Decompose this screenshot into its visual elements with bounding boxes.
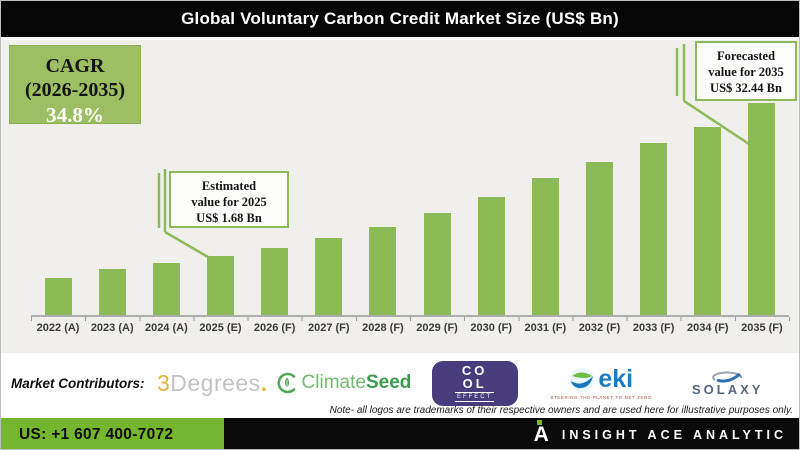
x-axis-label: 2033 (F): [632, 322, 675, 334]
bar-column: [572, 40, 626, 315]
bar-2022: [44, 278, 72, 315]
chart-plot-area: [31, 40, 789, 317]
x-axis-label: 2032 (F): [578, 322, 621, 334]
bar-column: [31, 40, 85, 315]
bar-2026: [261, 248, 289, 315]
bar-2034: [694, 127, 722, 315]
contact-phone: US: +1 607 400-7072: [1, 418, 224, 449]
bar-column: [464, 40, 518, 315]
bar-column: [302, 40, 356, 315]
bar-2031: [531, 178, 559, 315]
x-axis-label: 2031 (F): [524, 322, 567, 334]
3degrees-dot: .: [260, 369, 268, 396]
market-contributors-section: Market Contributors: 3Degrees. ClimateSe…: [1, 353, 799, 418]
climateseed-leaf-icon: [277, 372, 295, 394]
logo-eki: eki STEERING THE PLANET TO NET ZERO: [538, 367, 665, 400]
bar-2024: [152, 263, 180, 315]
bar-column: [627, 40, 681, 315]
bar-column: [735, 40, 789, 315]
logo-climateseed: ClimateSeed: [276, 372, 412, 394]
3degrees-word: Degrees: [170, 369, 261, 396]
x-axis-label: 2026 (F): [253, 322, 296, 334]
bar-column: [681, 40, 735, 315]
eki-wordmark: eki: [598, 365, 634, 393]
insight-ace-logo-icon: A: [533, 420, 549, 446]
eki-globe-icon: [570, 367, 595, 392]
bar-2033: [640, 143, 668, 315]
3degrees-numeral: 3: [156, 369, 171, 396]
estimated-value-callout: Estimated value for 2025 US$ 1.68 Bn: [169, 171, 289, 228]
cagr-period: (2026-2035): [25, 79, 125, 101]
footer-bar: US: +1 607 400-7072 A INSIGHT ACE ANALYT…: [1, 418, 799, 449]
forecasted-value-callout: Forecasted value for 2035 US$ 32.44 Bn: [695, 41, 797, 101]
bar-2029: [423, 213, 451, 315]
x-axis-ticks: [31, 317, 791, 321]
contributors-label: Market Contributors:: [11, 375, 145, 391]
bar-2023: [98, 269, 126, 315]
bar-column: [518, 40, 572, 315]
climateseed-word1: Climate: [301, 372, 366, 393]
cagr-box: CAGR (2026-2035) 34.8%: [9, 45, 141, 127]
bar-2032: [585, 162, 613, 315]
bar-column: [193, 40, 247, 315]
logos-disclaimer-note: Note- all logos are trademarks of their …: [329, 405, 793, 416]
bar-column: [85, 40, 139, 315]
cooleffect-line3: EFFECT: [454, 392, 495, 402]
x-axis-labels: 2022 (A) 2023 (A) 2024 (A) 2025 (E) 2026 (F)…: [31, 322, 789, 334]
page-title: Global Voluntary Carbon Credit Market Si…: [1, 1, 799, 37]
estimated-line2: value for 2025: [191, 195, 267, 209]
cagr-percent: 34.8%: [46, 103, 104, 127]
estimated-line3: US$ 1.68 Bn: [196, 211, 262, 225]
forecasted-line2: value for 2035: [708, 65, 784, 79]
logo-solaxy: SOLAXY: [664, 370, 791, 397]
solaxy-swoosh-icon: [711, 370, 742, 383]
logo-cool-effect: CO OL EFFECT: [411, 360, 538, 406]
eki-tagline: STEERING THE PLANET TO NET ZERO: [550, 394, 653, 400]
bar-column: [356, 40, 410, 315]
brand-name: INSIGHT ACE ANALYTIC: [561, 427, 787, 442]
bar-2035: [748, 103, 776, 315]
chart-panel: 2022 (A) 2023 (A) 2024 (A) 2025 (E) 2026 (F)…: [1, 37, 799, 353]
bar-column: [410, 40, 464, 315]
forecasted-line3: US$ 32.44 Bn: [710, 81, 782, 95]
logo-3degrees: 3Degrees.: [149, 370, 276, 397]
solaxy-wordmark: SOLAXY: [692, 381, 764, 397]
x-axis-label: 2022 (A): [36, 322, 80, 334]
x-axis-label: 2034 (F): [686, 322, 729, 334]
estimated-line1: Estimated: [201, 179, 257, 193]
bar-2030: [477, 197, 505, 315]
bar-2027: [315, 238, 343, 315]
x-axis-label: 2035 (F): [741, 322, 783, 334]
cooleffect-line2: OL: [462, 376, 487, 391]
x-axis-label: 2028 (F): [362, 322, 404, 334]
bar-column: [248, 40, 302, 315]
climateseed-word2: Seed: [365, 372, 412, 393]
x-axis-label: 2029 (F): [416, 322, 458, 334]
x-axis-label: 2030 (F): [470, 322, 512, 334]
contributors-row: Market Contributors: 3Degrees. ClimateSe…: [1, 353, 799, 407]
bar-2028: [369, 227, 397, 315]
x-axis-label: 2025 (E): [199, 322, 242, 334]
bar-2025: [206, 256, 234, 315]
bar-column: [139, 40, 193, 315]
cagr-label: CAGR: [45, 55, 105, 77]
brand-block: A INSIGHT ACE ANALYTIC: [224, 418, 799, 449]
cooleffect-line1: CO: [461, 363, 488, 378]
forecasted-line1: Forecasted: [716, 49, 776, 63]
x-axis-label: 2027 (F): [307, 322, 350, 334]
x-axis-label: 2024 (A): [144, 322, 188, 334]
x-axis-label: 2023 (A): [90, 322, 134, 334]
